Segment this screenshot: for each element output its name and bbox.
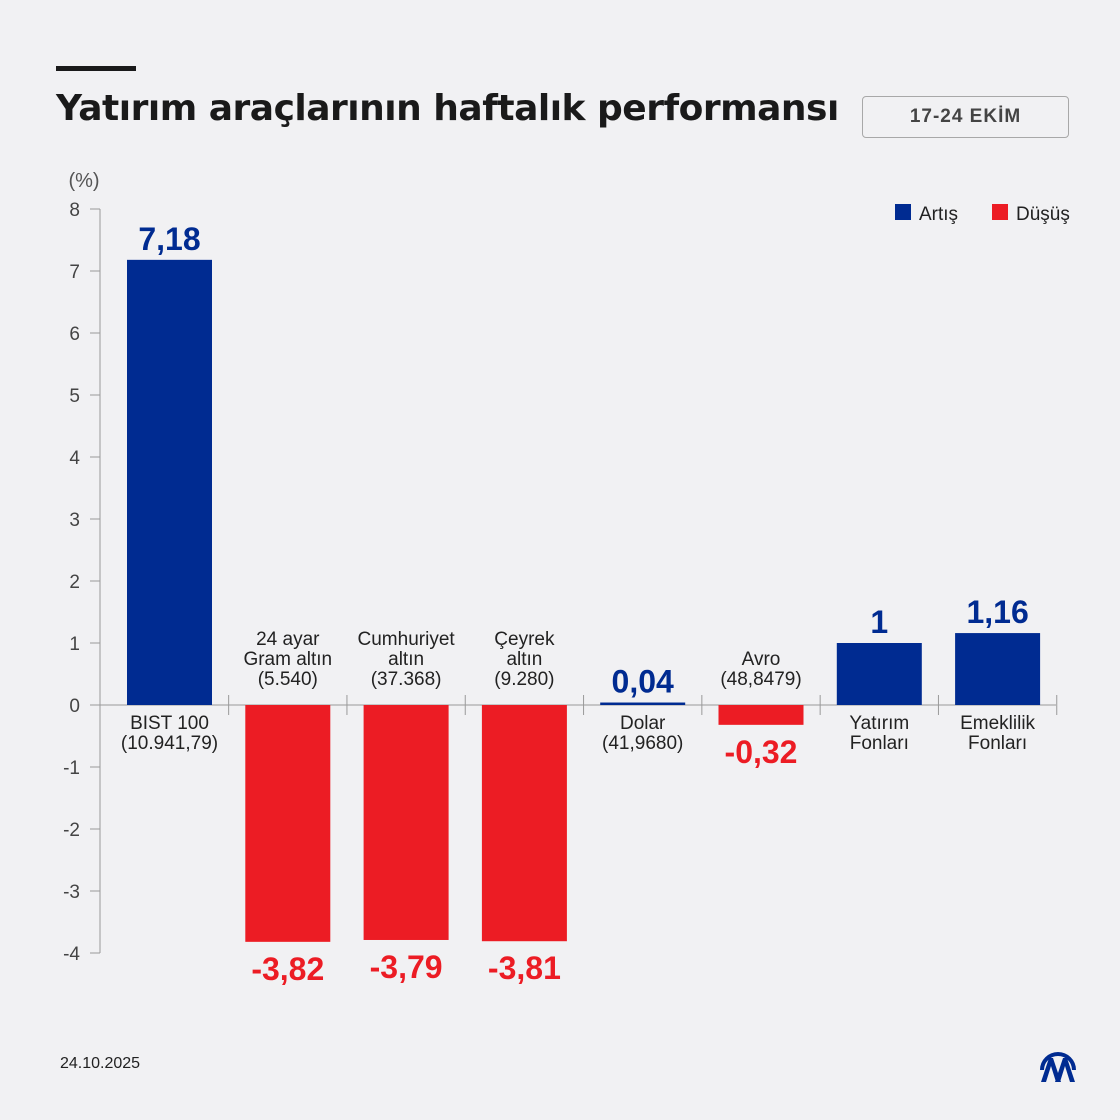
category-label: (9.280)	[494, 669, 554, 690]
category-label: (37.368)	[371, 669, 442, 690]
legend-label: Düşüş	[1016, 204, 1070, 225]
data-label: 1	[870, 604, 888, 640]
bar	[127, 259, 212, 705]
bar	[955, 633, 1041, 705]
y-tick-label: 6	[69, 324, 80, 345]
date-range-badge: 17-24 EKİM	[862, 96, 1069, 138]
bar	[245, 705, 331, 942]
legend-swatch-increase	[895, 204, 911, 220]
category-label: (5.540)	[258, 669, 318, 690]
category-label: 24 ayar	[256, 629, 320, 650]
data-label: 7,18	[138, 221, 200, 257]
y-tick-label: 4	[69, 448, 80, 469]
category-label: Fonları	[968, 733, 1027, 754]
bar	[481, 705, 567, 942]
y-tick-label: 0	[69, 696, 80, 717]
category-label: altın	[388, 649, 424, 670]
y-tick-label: 8	[69, 200, 80, 221]
bar	[718, 705, 804, 725]
y-tick-label: 2	[69, 572, 80, 593]
category-label: Emeklilik	[960, 713, 1035, 734]
category-label: (10.941,79)	[121, 733, 218, 754]
data-label: 1,16	[966, 594, 1028, 630]
y-tick-label: 3	[69, 510, 80, 531]
category-label: Fonları	[850, 733, 909, 754]
category-label: Avro	[742, 649, 781, 670]
category-label: BIST 100	[130, 713, 209, 734]
bar	[363, 705, 449, 940]
category-label: Dolar	[620, 713, 666, 734]
title-accent-bar	[56, 66, 136, 71]
category-label: Cumhuriyet	[358, 629, 456, 650]
data-label: -3,81	[488, 950, 561, 986]
y-tick-label: -4	[63, 944, 80, 965]
y-axis-label: (%)	[68, 170, 99, 192]
category-label: Yatırım	[849, 713, 909, 734]
legend-swatch-decrease	[992, 204, 1008, 220]
y-tick-label: 1	[69, 634, 80, 655]
category-label: (48,8479)	[720, 669, 801, 690]
bar	[600, 702, 686, 705]
data-label: -3,82	[251, 951, 324, 987]
legend-label: Artış	[919, 204, 958, 225]
data-label: 0,04	[612, 664, 674, 700]
category-label: Gram altın	[243, 649, 332, 670]
y-tick-label: -1	[63, 758, 80, 779]
data-label: -3,79	[370, 949, 443, 985]
y-tick-label: -2	[63, 820, 80, 841]
bar	[836, 643, 922, 705]
y-tick-label: 5	[69, 386, 80, 407]
category-label: (41,9680)	[602, 733, 683, 754]
category-label: Çeyrek	[494, 629, 555, 650]
publish-date: 24.10.2025	[60, 1055, 141, 1072]
page-title: Yatırım araçlarının haftalık performansı	[56, 88, 839, 129]
aa-logo	[1038, 1044, 1078, 1088]
y-tick-label: -3	[63, 882, 80, 903]
data-label: -0,32	[725, 734, 798, 770]
y-tick-label: 7	[69, 262, 80, 283]
category-label: altın	[506, 649, 542, 670]
